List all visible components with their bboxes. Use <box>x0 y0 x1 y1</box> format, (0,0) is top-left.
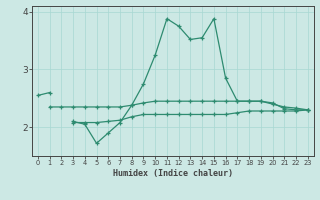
X-axis label: Humidex (Indice chaleur): Humidex (Indice chaleur) <box>113 169 233 178</box>
